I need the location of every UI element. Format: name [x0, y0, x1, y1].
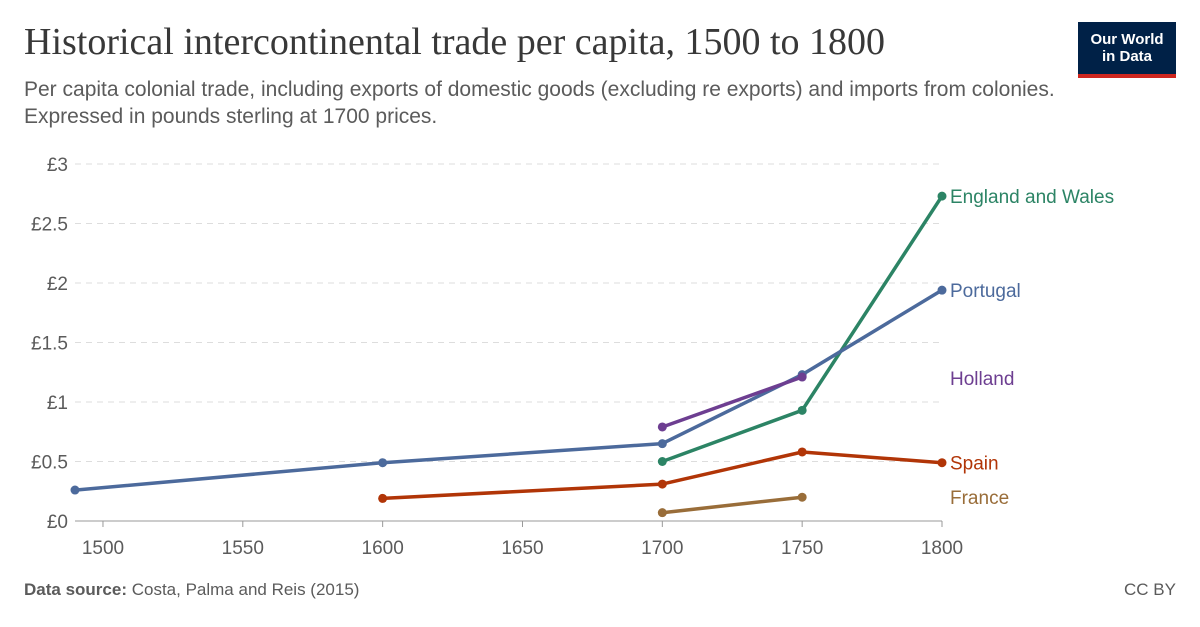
- data-point[interactable]: [797, 405, 807, 415]
- logo-line-1: Our World: [1090, 31, 1164, 48]
- chart-title: Historical intercontinental trade per ca…: [24, 21, 886, 63]
- y-tick-label: £0.5: [31, 453, 68, 474]
- x-tick-label: 1500: [82, 538, 124, 559]
- series-label-spain[interactable]: Spain: [950, 454, 999, 475]
- chart-subtitle: Per capita colonial trade, including exp…: [24, 78, 1055, 128]
- data-source-text: Costa, Palma and Reis (2015): [131, 580, 360, 599]
- series-portugal[interactable]: [70, 285, 947, 495]
- data-source-label: Data source:: [24, 580, 127, 599]
- x-tick-label: 1800: [921, 538, 963, 559]
- data-point[interactable]: [937, 285, 947, 295]
- series-label-holland[interactable]: Holland: [950, 369, 1014, 390]
- series-label-portugal[interactable]: Portugal: [950, 281, 1021, 302]
- data-source: Data source: Costa, Palma and Reis (2015…: [24, 580, 359, 600]
- x-tick-label: 1600: [362, 538, 404, 559]
- logo-line-2: in Data: [1101, 48, 1152, 65]
- x-tick-label: 1750: [781, 538, 823, 559]
- data-point[interactable]: [657, 457, 667, 466]
- data-point[interactable]: [797, 492, 807, 502]
- data-point[interactable]: [378, 458, 388, 468]
- series-france[interactable]: [657, 492, 807, 518]
- series-line[interactable]: [73, 288, 944, 492]
- data-point[interactable]: [797, 447, 807, 457]
- data-point[interactable]: [657, 508, 667, 518]
- data-point[interactable]: [937, 191, 947, 201]
- license-link[interactable]: CC BY: [1124, 580, 1176, 599]
- y-tick-label: £0: [47, 512, 68, 533]
- series-line[interactable]: [380, 450, 944, 501]
- series-label-france[interactable]: France: [950, 488, 1009, 509]
- series-holland[interactable]: [657, 372, 807, 432]
- data-point[interactable]: [937, 458, 947, 468]
- x-tick-label: 1550: [222, 538, 264, 559]
- owid-logo[interactable]: Our World in Data: [1078, 22, 1176, 78]
- y-tick-label: £2.5: [31, 215, 68, 236]
- data-point[interactable]: [797, 372, 807, 382]
- x-tick-label: 1650: [501, 538, 543, 559]
- data-point[interactable]: [657, 439, 667, 449]
- y-tick-label: £1.5: [31, 334, 68, 355]
- series-england-and-wales[interactable]: [657, 191, 947, 466]
- series-label-england-and-wales[interactable]: England and Wales: [950, 187, 1114, 208]
- data-point[interactable]: [378, 493, 388, 503]
- series-spain[interactable]: [378, 447, 947, 503]
- series-line[interactable]: [660, 375, 804, 429]
- y-tick-label: £3: [47, 155, 68, 176]
- x-tick-label: 1700: [641, 538, 683, 559]
- data-point[interactable]: [70, 485, 80, 495]
- data-point[interactable]: [657, 422, 667, 432]
- series-line[interactable]: [660, 495, 804, 515]
- y-tick-label: £2: [47, 274, 68, 295]
- data-point[interactable]: [657, 479, 667, 489]
- y-tick-label: £1: [47, 393, 68, 414]
